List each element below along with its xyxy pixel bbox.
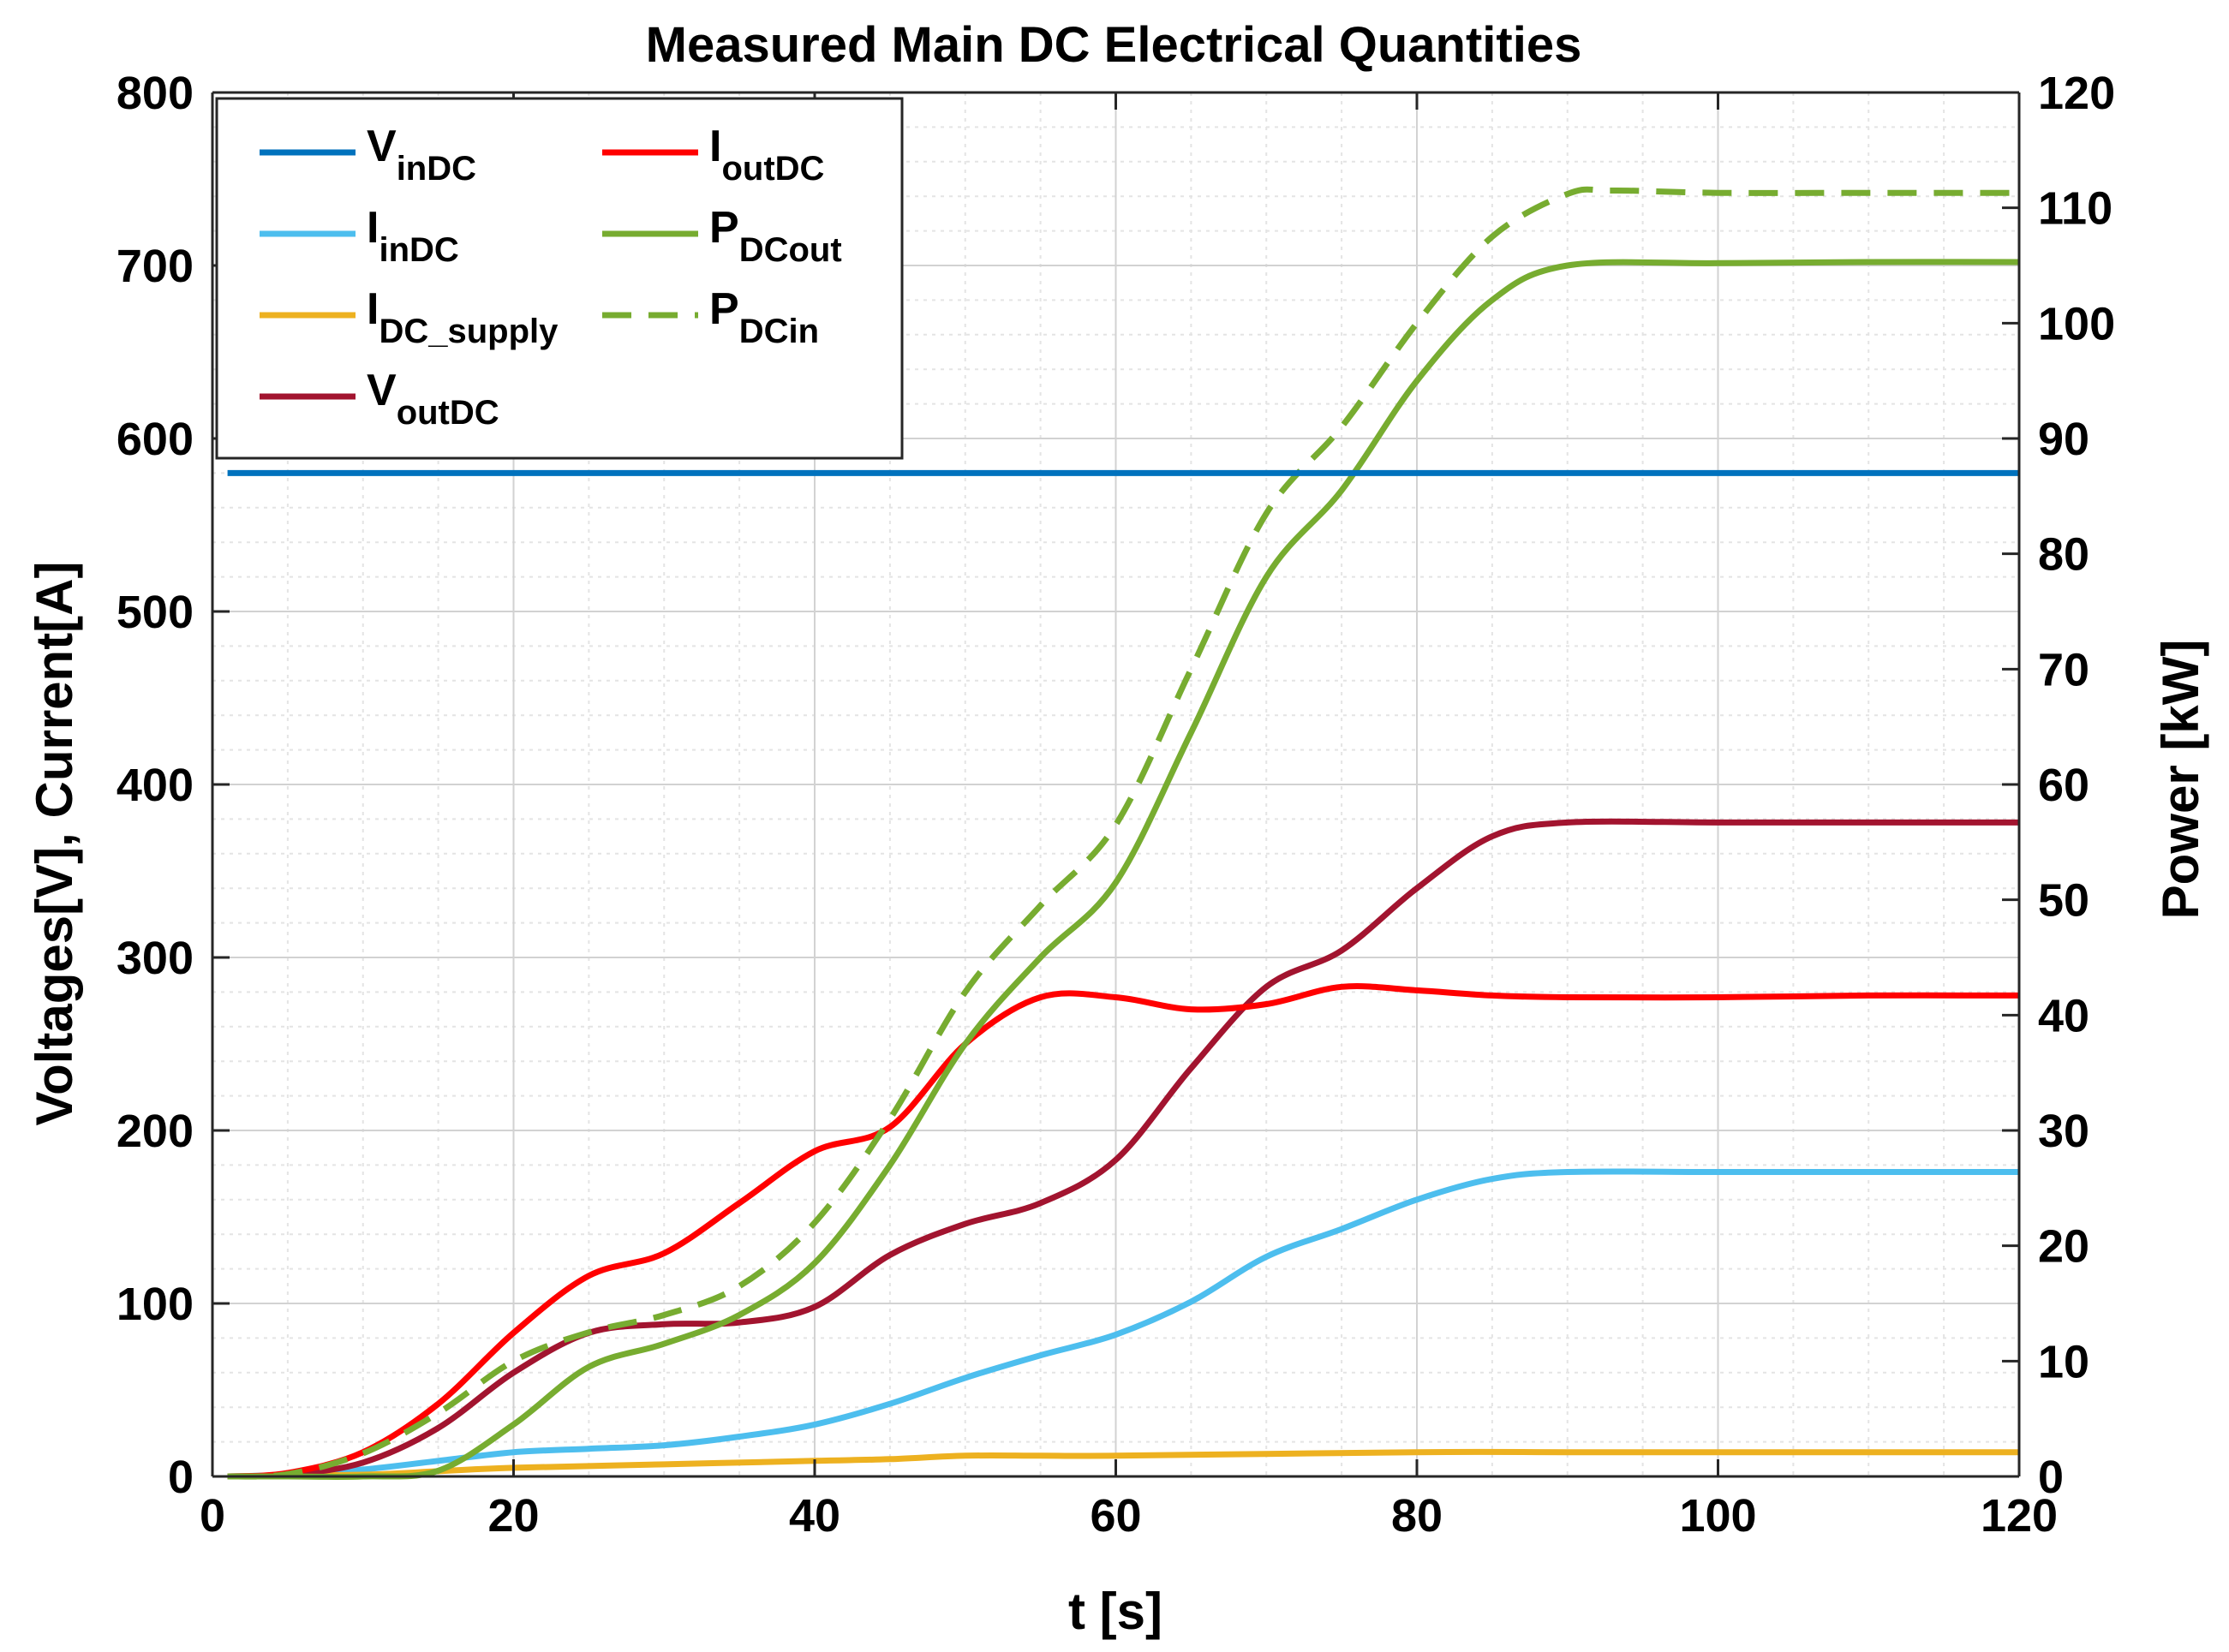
legend-label: PDCin — [709, 284, 819, 350]
y-left-tick-label: 700 — [117, 241, 194, 292]
legend-label: IDC_supply — [367, 284, 559, 350]
y-left-tick-label: 500 — [117, 587, 194, 638]
y-left-tick-label: 200 — [117, 1106, 194, 1157]
legend-label: PDCout — [709, 203, 842, 269]
y-axis-right-title: Power [kW] — [2152, 640, 2209, 920]
series-line-v-outdc — [227, 818, 2019, 1480]
y-left-tick-label: 0 — [168, 1452, 194, 1503]
x-tick-label: 80 — [1391, 1490, 1443, 1542]
y-left-tick-label: 600 — [117, 414, 194, 465]
series-line-i-outdc — [227, 983, 2020, 1480]
series-layer — [227, 186, 2020, 1480]
y-right-tick-label: 20 — [2038, 1221, 2089, 1273]
series-line-i-indc — [227, 1168, 2019, 1480]
y-right-tick-label: 10 — [2038, 1336, 2089, 1387]
y-right-tick-label: 60 — [2038, 760, 2089, 811]
y-right-tick-label: 50 — [2038, 875, 2089, 927]
y-right-tick-label: 30 — [2038, 1106, 2089, 1157]
y-left-tick-label: 800 — [117, 68, 194, 119]
legend-item-i-dc-supply: IDC_supply — [260, 284, 559, 350]
series-line-i-dc-supply — [227, 1448, 2019, 1480]
y-right-tick-label: 90 — [2038, 414, 2089, 465]
y-left-tick-label: 400 — [117, 760, 194, 811]
x-tick-label: 20 — [487, 1490, 539, 1542]
y-right-tick-label: 70 — [2038, 644, 2089, 695]
x-axis-title: t [s] — [1068, 1583, 1162, 1640]
y-right-tick-label: 110 — [2038, 183, 2112, 235]
legend-label: IinDC — [367, 203, 459, 269]
legend-item-v-indc: VinDC — [260, 122, 476, 188]
y-left-tick-label: 300 — [117, 933, 194, 984]
chart-title: Measured Main DC Electrical Quantities — [646, 17, 1582, 73]
x-tick-label: 0 — [200, 1490, 225, 1542]
legend-item-p-dcin: PDCin — [602, 284, 819, 350]
legend-item-i-outdc: IoutDC — [602, 122, 824, 188]
legend-item-v-outdc: VoutDC — [260, 366, 499, 432]
y-right-tick-label: 40 — [2038, 990, 2089, 1041]
x-tick-label: 100 — [1679, 1490, 1756, 1542]
y-axis-left-title: Voltages[V], Current[A] — [26, 562, 83, 1126]
legend-label: VoutDC — [367, 366, 499, 432]
legend: VinDC IoutDC IinDC PDCout IDC_supply PDCin Vou… — [215, 97, 904, 460]
legend-label: IoutDC — [709, 122, 824, 188]
series-line-p-dcin — [227, 186, 2019, 1480]
y-right-tick-label: 100 — [2038, 298, 2115, 349]
y-left-tick-label: 100 — [117, 1279, 194, 1330]
legend-label: VinDC — [367, 122, 476, 188]
series-line-p-dcout — [227, 259, 2020, 1480]
x-tick-label: 120 — [1981, 1490, 2058, 1542]
legend-item-p-dcout: PDCout — [602, 203, 842, 269]
y-right-tick-label: 120 — [2038, 68, 2115, 119]
x-tick-label: 60 — [1090, 1490, 1141, 1542]
y-right-tick-label: 80 — [2038, 529, 2089, 581]
ticks-layer: 0 20 40 60 80 100 1200100200300400500600700800… — [117, 68, 2115, 1542]
legend-item-i-indc: IinDC — [260, 203, 459, 269]
x-tick-label: 40 — [789, 1490, 840, 1542]
y-right-tick-label: 0 — [2038, 1452, 2064, 1503]
